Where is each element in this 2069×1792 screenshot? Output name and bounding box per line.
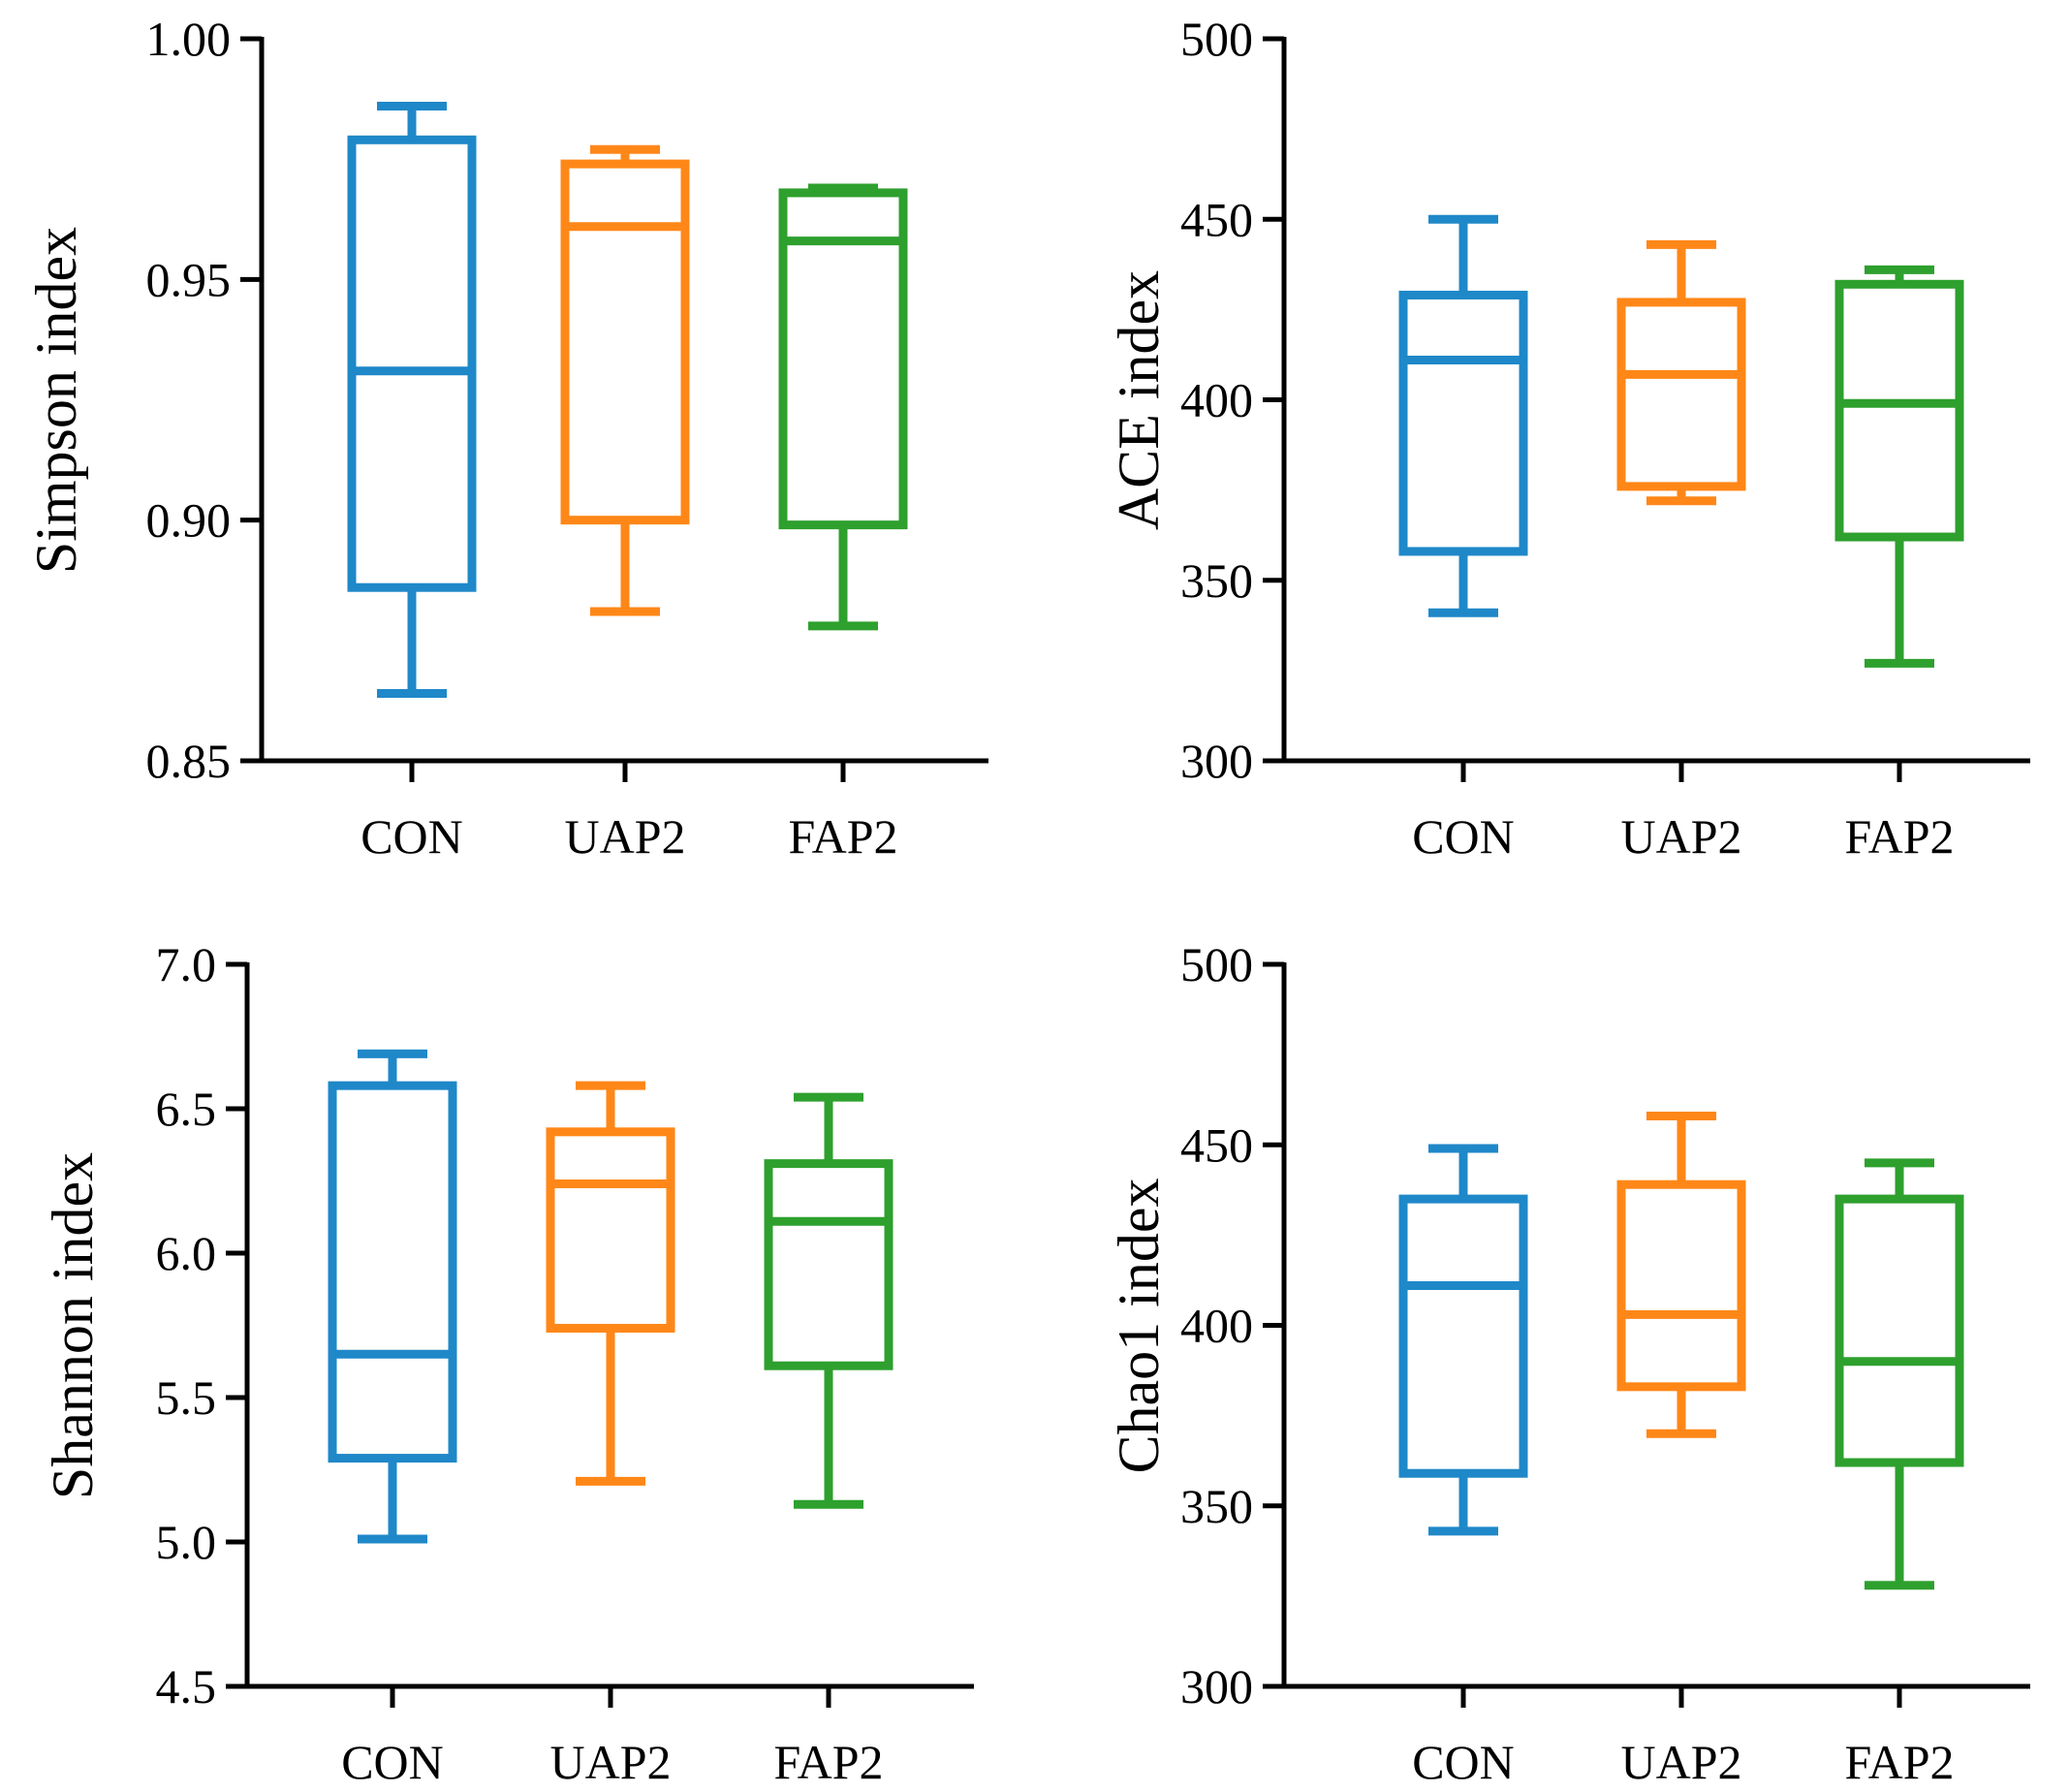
y-axis-label: Shannon index — [41, 1152, 105, 1499]
y-tick-label: 350 — [1180, 553, 1253, 608]
iqr-box — [1398, 290, 1528, 556]
y-axis-label: Simpson index — [24, 227, 88, 574]
iqr-box — [328, 1081, 457, 1463]
x-category-label-con: CON — [361, 809, 463, 864]
box-con — [328, 1049, 457, 1544]
y-tick-label: 1.00 — [146, 12, 232, 66]
y-tick-label: 500 — [1180, 937, 1253, 991]
y-tick-label: 6.0 — [156, 1226, 217, 1280]
x-category-label-fap2: FAP2 — [788, 809, 897, 864]
box-uap2 — [560, 144, 690, 616]
panel-simpson: Simpson index CON UAP2 FAP2 0.85 0.90 0.95… — [24, 12, 988, 864]
y-tick-label: 0.90 — [146, 493, 232, 548]
x-category-label-uap2: UAP2 — [549, 1735, 671, 1789]
box-con — [1398, 1144, 1528, 1536]
box-fap2 — [764, 1092, 893, 1509]
y-tick-label: 6.5 — [156, 1082, 217, 1136]
box-con — [347, 102, 477, 698]
x-category-label-fap2: FAP2 — [1844, 1735, 1954, 1789]
box-uap2 — [1616, 1111, 1746, 1438]
y-tick-label: 7.0 — [156, 937, 217, 991]
y-axis-label: Chao1 index — [1107, 1179, 1171, 1474]
iqr-box — [778, 188, 908, 530]
y-tick-label: 5.0 — [156, 1515, 217, 1569]
iqr-box — [546, 1127, 675, 1333]
x-category-label-uap2: UAP2 — [1620, 809, 1741, 864]
box-uap2 — [546, 1081, 675, 1486]
iqr-box — [347, 135, 477, 592]
box-uap2 — [1616, 239, 1746, 506]
x-category-label-uap2: UAP2 — [564, 809, 685, 864]
y-tick-label: 5.5 — [156, 1370, 217, 1425]
y-tick-label: 450 — [1180, 1117, 1253, 1172]
y-tick-label: 400 — [1180, 1299, 1253, 1353]
y-tick-label: 300 — [1180, 734, 1253, 788]
y-tick-label: 4.5 — [156, 1659, 217, 1713]
panel-chao1: Chao1 index CON UAP2 FAP2 300 350 400 450 50… — [1107, 937, 2030, 1789]
box-con — [1398, 214, 1528, 617]
y-tick-label: 0.85 — [146, 734, 232, 788]
x-category-label-fap2: FAP2 — [773, 1735, 883, 1789]
y-tick-label: 450 — [1180, 192, 1253, 246]
y-tick-label: 400 — [1180, 373, 1253, 427]
box-fap2 — [778, 183, 908, 631]
panel-shannon: Shannon index CON UAP2 FAP2 4.5 5.0 5.5 6.0… — [41, 937, 974, 1789]
y-tick-label: 0.95 — [146, 252, 232, 306]
x-category-label-con: CON — [1412, 809, 1515, 864]
iqr-box — [1616, 1179, 1746, 1392]
iqr-box — [1616, 298, 1746, 491]
box-fap2 — [1834, 265, 1964, 668]
iqr-box — [1834, 279, 1964, 542]
x-category-label-fap2: FAP2 — [1844, 809, 1954, 864]
y-tick-label: 300 — [1180, 1659, 1253, 1713]
x-category-label-uap2: UAP2 — [1620, 1735, 1741, 1789]
panel-ace: ACE index CON UAP2 FAP2 300 350 400 450 500 — [1107, 12, 2030, 864]
x-category-label-con: CON — [1412, 1735, 1515, 1789]
iqr-box — [1398, 1194, 1528, 1478]
iqr-box — [1834, 1194, 1964, 1467]
y-axis-label: ACE index — [1107, 270, 1171, 530]
x-category-label-con: CON — [341, 1735, 444, 1789]
y-tick-label: 350 — [1180, 1479, 1253, 1533]
y-tick-label: 500 — [1180, 12, 1253, 66]
iqr-box — [560, 159, 690, 525]
iqr-box — [764, 1159, 893, 1370]
box-fap2 — [1834, 1158, 1964, 1590]
